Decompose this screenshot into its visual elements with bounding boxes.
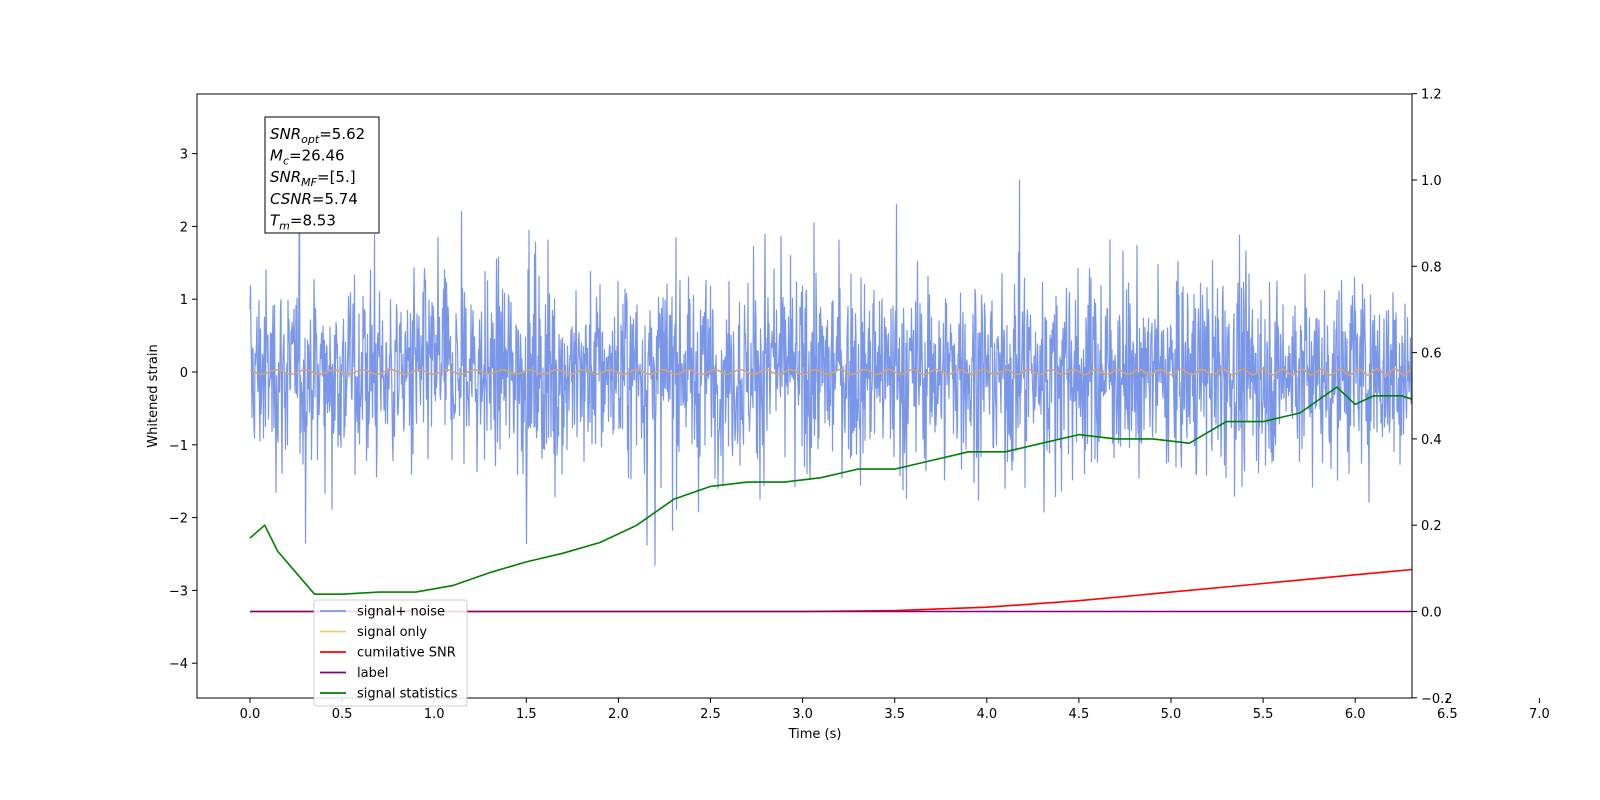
y-right-tick-label: 1.0 bbox=[1421, 174, 1442, 189]
series-line-1 bbox=[249, 368, 1412, 376]
y-right-tick-label: 0.0 bbox=[1421, 606, 1442, 621]
y-tick-label: 0 bbox=[180, 366, 188, 381]
series-line-2 bbox=[250, 568, 1412, 613]
x-tick-label: 4.5 bbox=[1069, 707, 1090, 722]
y-tick-label: −2 bbox=[169, 512, 188, 527]
stat-line: SNRMF=[5.] bbox=[270, 168, 356, 189]
series-line-4 bbox=[249, 386, 1412, 595]
x-axis: 0.0 0.5 1.0 1.5 2.0 2.5 3.0 3.5 4.0 4.5 5.0 5.5 6.0 6… bbox=[240, 698, 1550, 722]
y-tick-label: 3 bbox=[180, 148, 188, 163]
y-right-tick-label: 1.2 bbox=[1421, 88, 1442, 103]
x-tick-label: 4.0 bbox=[976, 707, 997, 722]
y-right-tick-label: 0.8 bbox=[1421, 260, 1442, 275]
y-right-tick-label: −0.2 bbox=[1421, 692, 1453, 707]
plot-frame bbox=[196, 93, 1413, 699]
x-tick-label: 2.5 bbox=[700, 707, 721, 722]
y-tick-label: 1 bbox=[180, 293, 188, 308]
y-tick-label: −3 bbox=[169, 584, 188, 599]
legend: signal+ noise signal only cumilative SNR la… bbox=[313, 599, 468, 707]
x-tick-label: 0.5 bbox=[332, 707, 353, 722]
x-tick-label: 7.0 bbox=[1529, 707, 1550, 722]
x-tick-label: 5.5 bbox=[1253, 707, 1274, 722]
x-tick-label: 0.0 bbox=[240, 707, 261, 722]
y-right-tick-label: 0.6 bbox=[1421, 347, 1442, 362]
y-axis-label: Whitened strain bbox=[146, 344, 161, 447]
y-right-tick-label: 0.2 bbox=[1421, 519, 1442, 534]
x-tick-label: 2.0 bbox=[608, 707, 629, 722]
x-tick-label: 1.5 bbox=[516, 707, 537, 722]
x-tick-label: 1.0 bbox=[424, 707, 445, 722]
x-tick-label: 3.0 bbox=[792, 707, 813, 722]
y-axis-left: 3 2 1 0 −1 −2 −3 −4 bbox=[169, 148, 197, 672]
stat-line: SNRopt=5.62 bbox=[270, 125, 365, 146]
stat-line: CSNR=5.74 bbox=[270, 190, 358, 208]
y-right-tick-label: 0.4 bbox=[1421, 433, 1442, 448]
stat-line: Tm=8.53 bbox=[270, 211, 336, 232]
y-axis-right: 1.2 1.0 0.8 0.6 0.4 0.2 0.0 −0.2 bbox=[1412, 88, 1453, 707]
x-axis-label: Time (s) bbox=[788, 727, 842, 742]
legend-label: signal statistics bbox=[357, 687, 458, 702]
y-tick-label: 2 bbox=[180, 220, 188, 235]
legend-label: signal only bbox=[357, 625, 427, 640]
x-tick-label: 6.0 bbox=[1345, 707, 1366, 722]
x-tick-label: 5.0 bbox=[1161, 707, 1182, 722]
plot-area bbox=[249, 179, 1412, 613]
x-tick-label: 6.5 bbox=[1437, 707, 1458, 722]
legend-label: cumilative SNR bbox=[357, 646, 456, 661]
legend-label: signal+ noise bbox=[357, 605, 445, 620]
stat-line: Mc=26.46 bbox=[270, 147, 345, 168]
x-tick-label: 3.5 bbox=[884, 707, 905, 722]
series-line-0 bbox=[249, 179, 1412, 566]
y-tick-label: −1 bbox=[169, 439, 188, 454]
legend-label: label bbox=[357, 666, 388, 681]
y-tick-label: −4 bbox=[169, 657, 188, 672]
